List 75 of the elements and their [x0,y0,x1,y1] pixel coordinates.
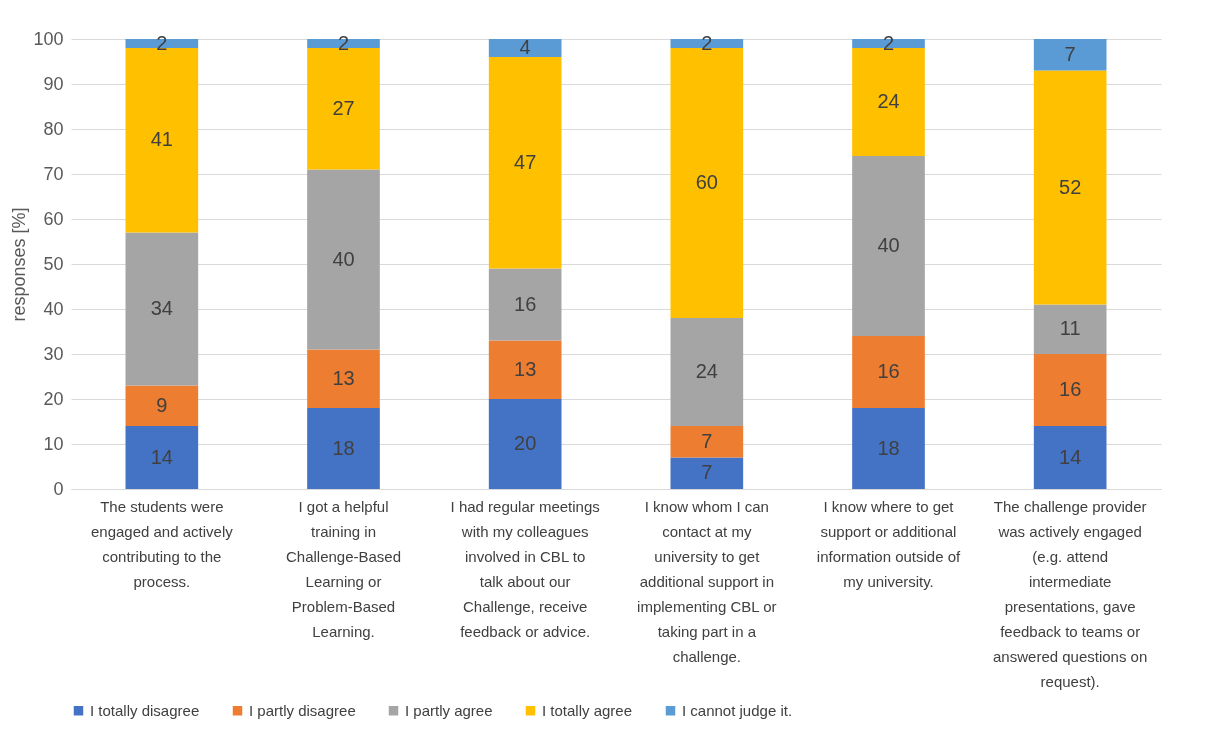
data-label: 34 [150,297,173,319]
x-tick-label: I got a helpful training in Challenge-Based Learning or Problem-Based Learning. [285,497,402,640]
bar [670,48,744,318]
y-tick-label: 80 [43,118,64,139]
bar [307,408,380,489]
legend-label: I partly agree [405,701,493,719]
bar [1033,354,1107,426]
bar [488,57,562,269]
data-label: 40 [332,247,355,270]
bar [125,232,199,386]
y-tick-label: 0 [53,478,64,499]
data-label: 41 [150,128,173,151]
bar [852,156,925,336]
y-tick-label: 30 [43,343,64,364]
x-tick-label: I know where to get support or additional information outside of my university. [816,497,962,590]
data-label: 24 [877,90,900,112]
x-tick-label: The challenge provider was actively engaged (e.g. attend intermediate presentations, gave feedback to teams or answered questions on request). [993,497,1148,690]
legend-label: I cannot judge it. [682,701,793,719]
bar [670,426,744,458]
bar [307,349,380,408]
bar [488,340,562,399]
bar [1033,39,1107,71]
data-label: 13 [332,366,355,389]
data-label: 47 [514,150,537,173]
y-tick-label: 70 [43,163,64,184]
data-label: 13 [514,357,537,380]
data-label: 16 [1059,378,1082,400]
bar [670,457,744,489]
y-tick-label: 40 [43,298,64,319]
bar [488,39,562,57]
bar [125,385,199,426]
y-tick-label: 100 [33,28,64,49]
y-tick-label: 10 [43,433,64,454]
data-label: 27 [332,96,355,119]
y-tick-label: 20 [43,388,64,409]
y-tick-label: 90 [43,73,64,94]
bar [1033,426,1107,489]
bar [852,408,925,489]
data-label: 52 [1059,175,1082,198]
data-label: 40 [877,234,900,256]
y-tick-label: 60 [43,208,64,229]
bar [1033,304,1107,354]
bar [488,399,562,489]
data-label: 60 [695,171,718,193]
data-label: 18 [332,436,355,459]
x-tick-label: I had regular meetings with my colleagues involved in CBL to talk about our Challenge, receive feedback or advice. [450,497,600,640]
legend-label: I totally agree [542,701,633,719]
data-label: 14 [1059,445,1082,468]
data-label: 7 [701,429,713,452]
bar [488,268,562,341]
x-tick-label: I know whom I can contact at my university to get additional support in implementing CBL or taking part in a challenge. [637,497,777,665]
data-label: 11 [1059,317,1081,340]
bar [852,336,925,408]
y-tick-label: 50 [43,253,64,274]
x-tick-label: The students were engaged and actively contributing to the process. [90,497,234,590]
bar [1033,70,1107,305]
data-label: 4 [519,36,531,58]
data-label: 7 [701,461,713,484]
data-label: 7 [1064,42,1076,65]
y-axis-title: responses [%] [9,207,30,322]
data-label: 24 [695,360,718,382]
bar [125,426,199,489]
bar [307,48,380,170]
data-label: 16 [514,292,537,315]
legend-label: I totally disagree [90,701,200,719]
data-label: 18 [877,436,900,459]
legend-label: I partly disagree [249,701,356,719]
bar [852,48,925,156]
data-label: 16 [877,360,900,382]
data-label: 20 [514,432,537,454]
bar [307,169,380,350]
bar [125,48,199,233]
data-label: 9 [156,393,168,416]
bar [670,318,744,426]
data-label: 14 [150,445,173,468]
